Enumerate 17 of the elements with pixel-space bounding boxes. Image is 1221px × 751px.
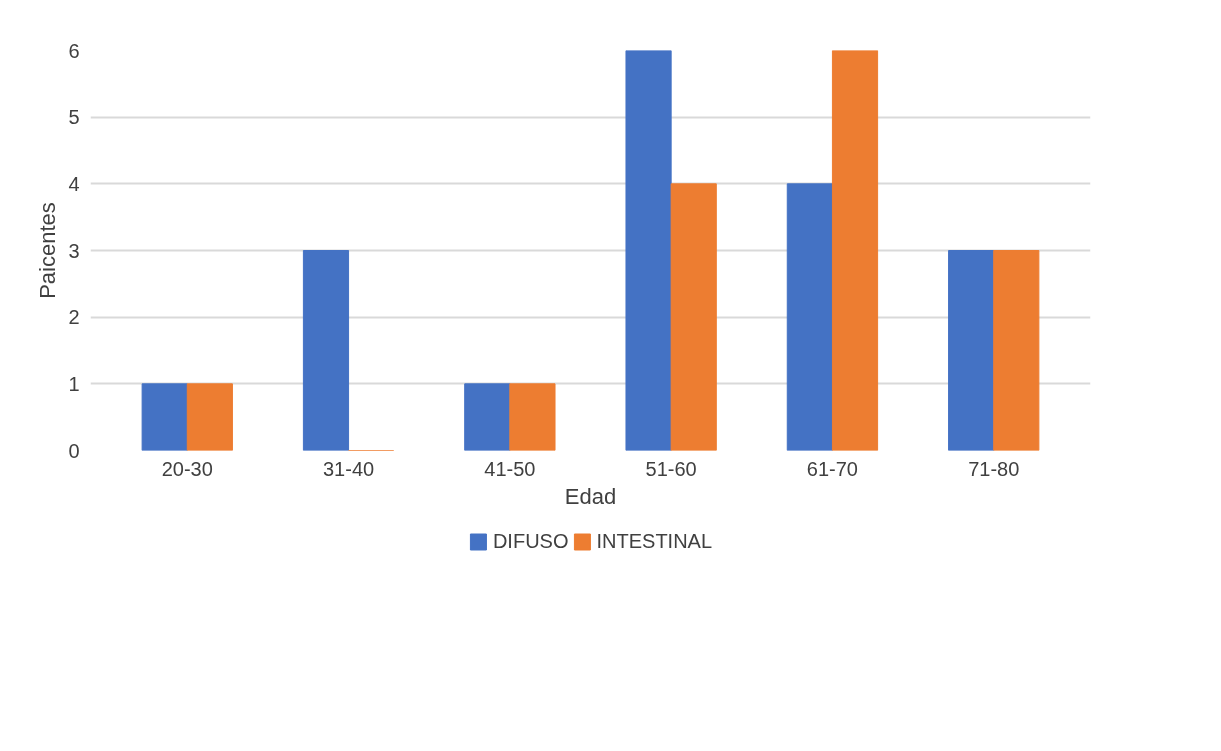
y-tick-label: 5 (68, 106, 80, 129)
legend-label: INTESTINAL (596, 529, 713, 553)
y-tick-label: 0 (68, 439, 80, 462)
x-tick-label: 61-70 (806, 457, 859, 480)
y-axis-title: Paicentes (35, 202, 61, 299)
x-tick-label: 51-60 (645, 457, 697, 480)
y-tick-label: 3 (68, 239, 80, 262)
x-tick-label: 20-30 (161, 457, 213, 480)
x-axis-title: Edad (564, 483, 617, 509)
y-tick-label: 1 (68, 372, 80, 395)
y-tick-label: 2 (68, 306, 80, 329)
x-tick-label: 71-80 (968, 457, 1020, 480)
legend-label: DIFUSO (492, 529, 569, 553)
y-tick-label: 4 (68, 172, 80, 195)
y-tick-label: 6 (68, 39, 80, 62)
x-tick-label: 41-50 (484, 457, 536, 480)
x-tick-label: 31-40 (322, 457, 375, 480)
